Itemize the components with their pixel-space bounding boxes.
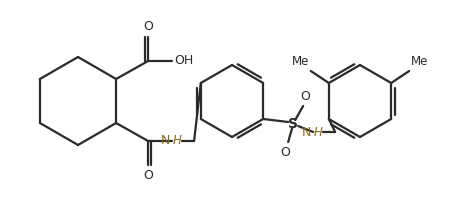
Text: O: O (300, 90, 310, 103)
Text: N: N (161, 134, 170, 147)
Text: H: H (173, 134, 182, 147)
Text: S: S (288, 117, 298, 131)
Text: Me: Me (292, 55, 309, 68)
Text: OH: OH (174, 54, 193, 66)
Text: Me: Me (411, 55, 429, 68)
Text: O: O (280, 146, 290, 159)
Text: O: O (143, 169, 153, 182)
Text: O: O (143, 20, 153, 33)
Text: N: N (302, 125, 311, 139)
Text: H: H (314, 125, 323, 139)
